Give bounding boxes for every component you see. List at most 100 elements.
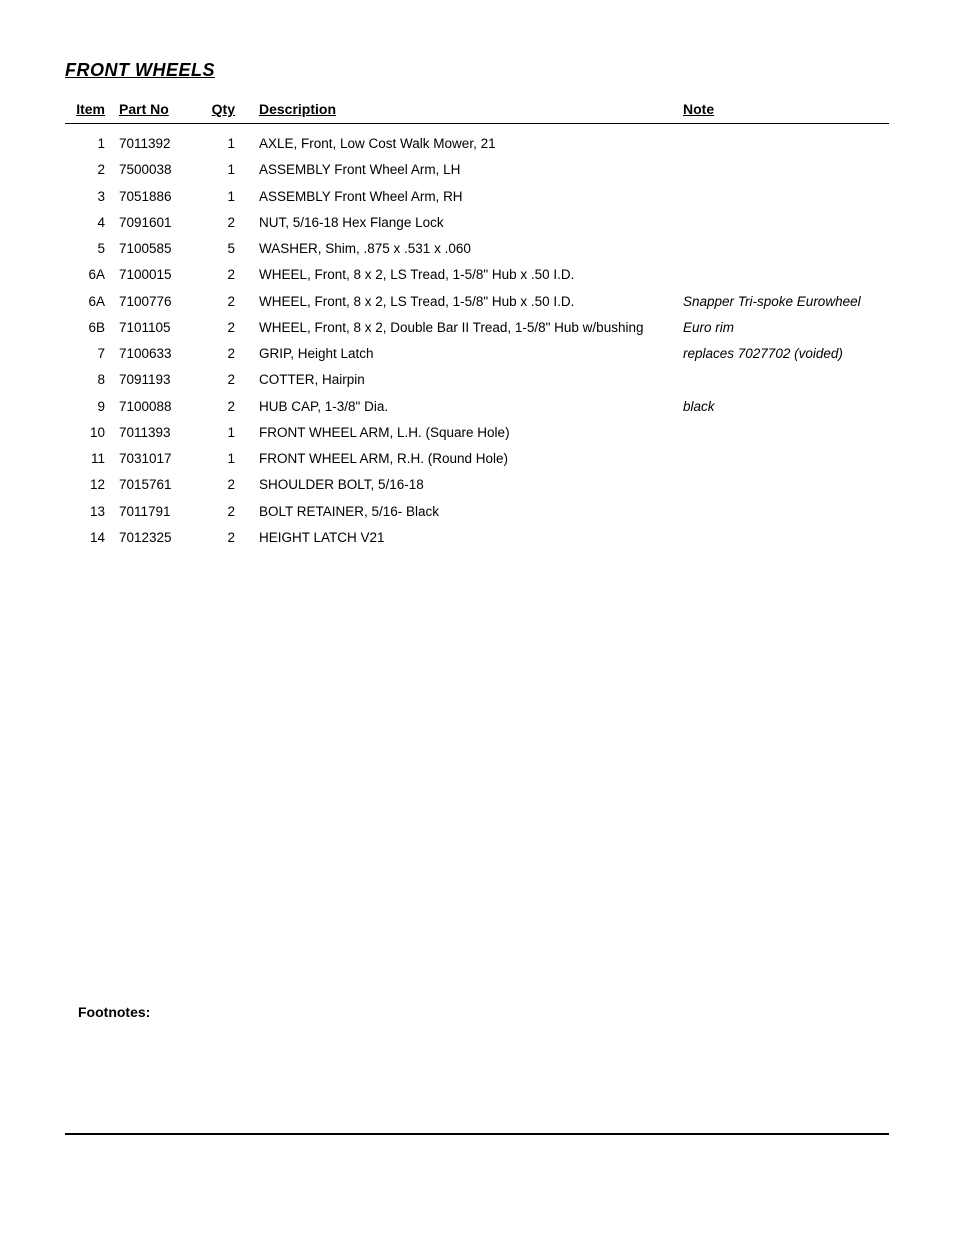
cell-note	[679, 525, 889, 551]
cell-desc: HUB CAP, 1-3/8" Dia.	[255, 394, 679, 420]
table-row: 3 7051886 1 ASSEMBLY Front Wheel Arm, RH	[65, 184, 889, 210]
cell-item: 1	[65, 124, 115, 158]
cell-note	[679, 446, 889, 472]
cell-item: 5	[65, 236, 115, 262]
cell-qty: 2	[205, 289, 255, 315]
col-header-description: Description	[255, 95, 679, 124]
cell-item: 3	[65, 184, 115, 210]
cell-partno: 7100088	[115, 394, 205, 420]
cell-note: black	[679, 394, 889, 420]
cell-item: 6B	[65, 315, 115, 341]
cell-desc: SHOULDER BOLT, 5/16-18	[255, 472, 679, 498]
cell-desc: FRONT WHEEL ARM, L.H. (Square Hole)	[255, 420, 679, 446]
col-header-note: Note	[679, 95, 889, 124]
cell-desc: FRONT WHEEL ARM, R.H. (Round Hole)	[255, 446, 679, 472]
cell-qty: 2	[205, 315, 255, 341]
table-row: 4 7091601 2 NUT, 5/16-18 Hex Flange Lock	[65, 210, 889, 236]
cell-partno: 7011392	[115, 124, 205, 158]
parts-table: Item Part No Qty Description Note 1 7011…	[65, 95, 889, 551]
cell-partno: 7100776	[115, 289, 205, 315]
table-row: 8 7091193 2 COTTER, Hairpin	[65, 367, 889, 393]
bottom-rule	[65, 1133, 889, 1135]
cell-partno: 7100585	[115, 236, 205, 262]
table-row: 6A 7100776 2 WHEEL, Front, 8 x 2, LS Tre…	[65, 289, 889, 315]
cell-item: 8	[65, 367, 115, 393]
col-header-item: Item	[65, 95, 115, 124]
cell-desc: BOLT RETAINER, 5/16- Black	[255, 499, 679, 525]
cell-qty: 5	[205, 236, 255, 262]
cell-item: 4	[65, 210, 115, 236]
cell-partno: 7015761	[115, 472, 205, 498]
table-row: 7 7100633 2 GRIP, Height Latch replaces …	[65, 341, 889, 367]
cell-note	[679, 210, 889, 236]
cell-partno: 7091193	[115, 367, 205, 393]
table-row: 6A 7100015 2 WHEEL, Front, 8 x 2, LS Tre…	[65, 262, 889, 288]
cell-qty: 2	[205, 341, 255, 367]
cell-qty: 1	[205, 184, 255, 210]
table-header-row: Item Part No Qty Description Note	[65, 95, 889, 124]
cell-desc: ASSEMBLY Front Wheel Arm, RH	[255, 184, 679, 210]
cell-qty: 2	[205, 499, 255, 525]
cell-partno: 7012325	[115, 525, 205, 551]
cell-note	[679, 472, 889, 498]
table-row: 9 7100088 2 HUB CAP, 1-3/8" Dia. black	[65, 394, 889, 420]
cell-qty: 1	[205, 157, 255, 183]
cell-qty: 1	[205, 124, 255, 158]
cell-item: 2	[65, 157, 115, 183]
table-row: 12 7015761 2 SHOULDER BOLT, 5/16-18	[65, 472, 889, 498]
cell-note	[679, 157, 889, 183]
col-header-partno: Part No	[115, 95, 205, 124]
cell-desc: WHEEL, Front, 8 x 2, Double Bar II Tread…	[255, 315, 679, 341]
footnotes-label: Footnotes:	[78, 1004, 150, 1020]
cell-item: 13	[65, 499, 115, 525]
cell-partno: 7011791	[115, 499, 205, 525]
cell-note	[679, 124, 889, 158]
cell-desc: WHEEL, Front, 8 x 2, LS Tread, 1-5/8" Hu…	[255, 262, 679, 288]
page-title: FRONT WHEELS	[65, 60, 889, 81]
cell-desc: WASHER, Shim, .875 x .531 x .060	[255, 236, 679, 262]
table-row: 2 7500038 1 ASSEMBLY Front Wheel Arm, LH	[65, 157, 889, 183]
cell-partno: 7100015	[115, 262, 205, 288]
table-row: 5 7100585 5 WASHER, Shim, .875 x .531 x …	[65, 236, 889, 262]
cell-note	[679, 499, 889, 525]
cell-partno: 7101105	[115, 315, 205, 341]
cell-partno: 7011393	[115, 420, 205, 446]
cell-partno: 7500038	[115, 157, 205, 183]
table-row: 11 7031017 1 FRONT WHEEL ARM, R.H. (Roun…	[65, 446, 889, 472]
table-row: 13 7011791 2 BOLT RETAINER, 5/16- Black	[65, 499, 889, 525]
table-row: 14 7012325 2 HEIGHT LATCH V21	[65, 525, 889, 551]
cell-item: 7	[65, 341, 115, 367]
cell-partno: 7051886	[115, 184, 205, 210]
cell-partno: 7091601	[115, 210, 205, 236]
cell-item: 11	[65, 446, 115, 472]
cell-partno: 7031017	[115, 446, 205, 472]
cell-note	[679, 262, 889, 288]
cell-desc: WHEEL, Front, 8 x 2, LS Tread, 1-5/8" Hu…	[255, 289, 679, 315]
cell-item: 9	[65, 394, 115, 420]
cell-note: replaces 7027702 (voided)	[679, 341, 889, 367]
cell-qty: 2	[205, 210, 255, 236]
cell-qty: 1	[205, 446, 255, 472]
cell-desc: NUT, 5/16-18 Hex Flange Lock	[255, 210, 679, 236]
cell-partno: 7100633	[115, 341, 205, 367]
parts-table-body: 1 7011392 1 AXLE, Front, Low Cost Walk M…	[65, 124, 889, 552]
table-row: 10 7011393 1 FRONT WHEEL ARM, L.H. (Squa…	[65, 420, 889, 446]
cell-item: 12	[65, 472, 115, 498]
cell-qty: 1	[205, 420, 255, 446]
cell-item: 14	[65, 525, 115, 551]
col-header-qty: Qty	[205, 95, 255, 124]
cell-note	[679, 236, 889, 262]
table-row: 1 7011392 1 AXLE, Front, Low Cost Walk M…	[65, 124, 889, 158]
cell-desc: ASSEMBLY Front Wheel Arm, LH	[255, 157, 679, 183]
cell-desc: COTTER, Hairpin	[255, 367, 679, 393]
cell-desc: GRIP, Height Latch	[255, 341, 679, 367]
cell-qty: 2	[205, 472, 255, 498]
cell-qty: 2	[205, 394, 255, 420]
cell-item: 6A	[65, 262, 115, 288]
cell-qty: 2	[205, 262, 255, 288]
cell-item: 10	[65, 420, 115, 446]
cell-qty: 2	[205, 525, 255, 551]
cell-note: Snapper Tri-spoke Eurowheel	[679, 289, 889, 315]
cell-item: 6A	[65, 289, 115, 315]
cell-note: Euro rim	[679, 315, 889, 341]
